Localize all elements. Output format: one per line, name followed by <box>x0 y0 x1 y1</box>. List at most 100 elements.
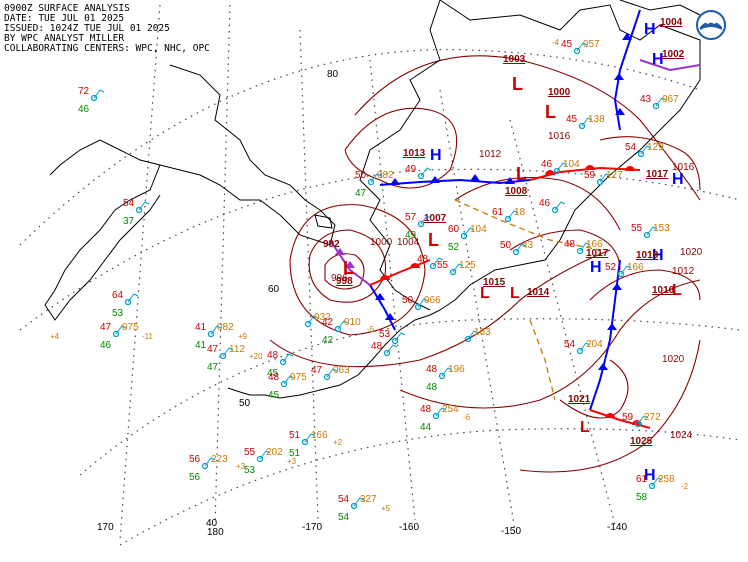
grid-labels: 80 60 50 40 170 180 -170 -160 -150 -140 <box>97 69 627 538</box>
station-pressure: 112 <box>229 344 245 355</box>
station-pressure: 129 <box>647 142 664 153</box>
station-pressure: 166 <box>586 239 603 250</box>
station-circle-icon <box>576 247 584 255</box>
station-temp: 59 <box>584 170 596 181</box>
station-plot: 64 53 <box>112 290 139 319</box>
cold-front-triangle-icon <box>622 33 632 40</box>
station-plot: 55 202 53 <box>244 447 283 476</box>
high-symbol: H <box>652 51 664 68</box>
cold-front-triangle-icon <box>614 73 624 80</box>
station-plot: 60 104 52 <box>448 224 487 253</box>
station-pressure: 258 <box>658 474 675 485</box>
lat-lon-grid <box>19 4 741 546</box>
station-pressure: 196 <box>448 364 465 375</box>
station-temp: 51 <box>289 430 301 441</box>
station-plot: 41 082 41 <box>195 322 234 351</box>
station-pressure: 138 <box>588 114 605 125</box>
tendency-label: +2 <box>333 438 343 447</box>
station-temp: 50 <box>355 170 367 181</box>
high-symbol: H <box>652 247 664 264</box>
cold-front-triangle-icon <box>598 363 608 370</box>
kamchatka-coast <box>44 164 161 321</box>
station-temp: 61 <box>636 474 648 485</box>
station-pressure: 075 <box>290 372 307 383</box>
station-dewpoint: 51 <box>289 448 301 459</box>
center-value: 1021 <box>568 394 591 405</box>
center-value: 1025 <box>630 436 653 447</box>
station-pressure: 010 <box>344 317 361 328</box>
alaska-west-coast <box>359 0 441 311</box>
cold-front-triangle-icon <box>385 313 395 320</box>
station-plot: 57 49 <box>405 212 432 241</box>
station-circle-icon <box>367 178 375 186</box>
wind-barb-icon <box>420 215 432 225</box>
isobar-label: 1016 <box>548 131 571 142</box>
cold-front-triangle-icon <box>430 176 440 183</box>
station-circle-icon <box>432 412 440 420</box>
station-temp: 45 <box>566 114 578 125</box>
low-symbol: L <box>545 102 556 122</box>
station-temp: 45 <box>561 39 573 50</box>
station-temp: 47 <box>311 365 323 376</box>
lon-170-label: 170 <box>97 522 114 533</box>
station-plot: 54 327 54 <box>338 494 377 523</box>
low-symbol: L <box>580 419 590 436</box>
station-pressure: 163 <box>474 327 491 338</box>
station-temp: 54 <box>625 142 637 153</box>
wind-barb-icon <box>283 375 295 385</box>
station-circle-icon <box>576 347 584 355</box>
pressure-center: L 1021 <box>568 394 591 436</box>
station-pressure: 166 <box>311 430 328 441</box>
cold-front-triangle-icon <box>470 174 480 181</box>
center-value: 1002 <box>662 49 685 60</box>
station-plot: 032 <box>304 312 331 328</box>
front-symbols <box>335 33 642 425</box>
low-symbol: L <box>480 285 490 302</box>
station-temp: 54 <box>564 339 576 350</box>
station-pressure: 104 <box>563 159 580 170</box>
station-plot: 55 153 <box>631 223 670 239</box>
wind-barb-icon <box>417 298 429 308</box>
station-temp: 48 <box>417 254 429 265</box>
station-pressure: 075 <box>122 322 139 333</box>
warm-front-bering <box>369 259 431 286</box>
station-pressure: 082 <box>217 322 234 333</box>
cold-front-triangle-icon <box>335 248 345 255</box>
isobar-label: 1012 <box>672 266 695 277</box>
tendency-label: -11 <box>142 332 154 341</box>
station-plot: 54 37 <box>123 198 150 227</box>
wind-barb-icon <box>204 457 216 467</box>
wind-barb-icon <box>326 368 338 378</box>
station-temp: 55 <box>244 447 256 458</box>
wind-barb-icon <box>576 42 588 52</box>
lon-m170-label: -170 <box>302 522 322 533</box>
center-value: 1017 <box>586 248 609 259</box>
tendency-label: +3 <box>236 462 246 471</box>
header-date: DATE: TUE JUL 01 2025 <box>4 13 125 24</box>
center-value: 1014 <box>527 287 550 298</box>
occluded-front-ne <box>639 59 701 72</box>
wind-barb-icon <box>93 89 105 99</box>
station-plot: 45 057 <box>561 39 600 55</box>
station-pressure: 066 <box>424 295 441 306</box>
wind-barb-icon <box>222 347 234 357</box>
lat-80-label: 80 <box>327 69 339 80</box>
station-plot: 46 <box>539 198 566 214</box>
station-pressure: 082 <box>377 170 394 181</box>
warm-front-east <box>589 409 651 429</box>
lon-180-label: 180 <box>207 527 224 538</box>
station-pressure: 202 <box>266 447 283 458</box>
station-pressure: 223 <box>211 454 228 465</box>
trough-south <box>529 319 556 401</box>
pressure-center: H 1013 <box>403 147 442 164</box>
station-dewpoint: 47 <box>355 188 367 199</box>
station-pressure: 067 <box>662 94 679 105</box>
wind-barb-icon <box>507 210 519 220</box>
station-dewpoint: 41 <box>195 340 207 351</box>
station-temp: 64 <box>112 290 124 301</box>
wind-barb-icon <box>127 293 139 303</box>
isobar-label: 1004 <box>397 237 420 248</box>
station-plot: 50 43 <box>500 240 534 256</box>
station-pressure: 204 <box>586 339 603 350</box>
station-temp: 48 <box>268 372 280 383</box>
